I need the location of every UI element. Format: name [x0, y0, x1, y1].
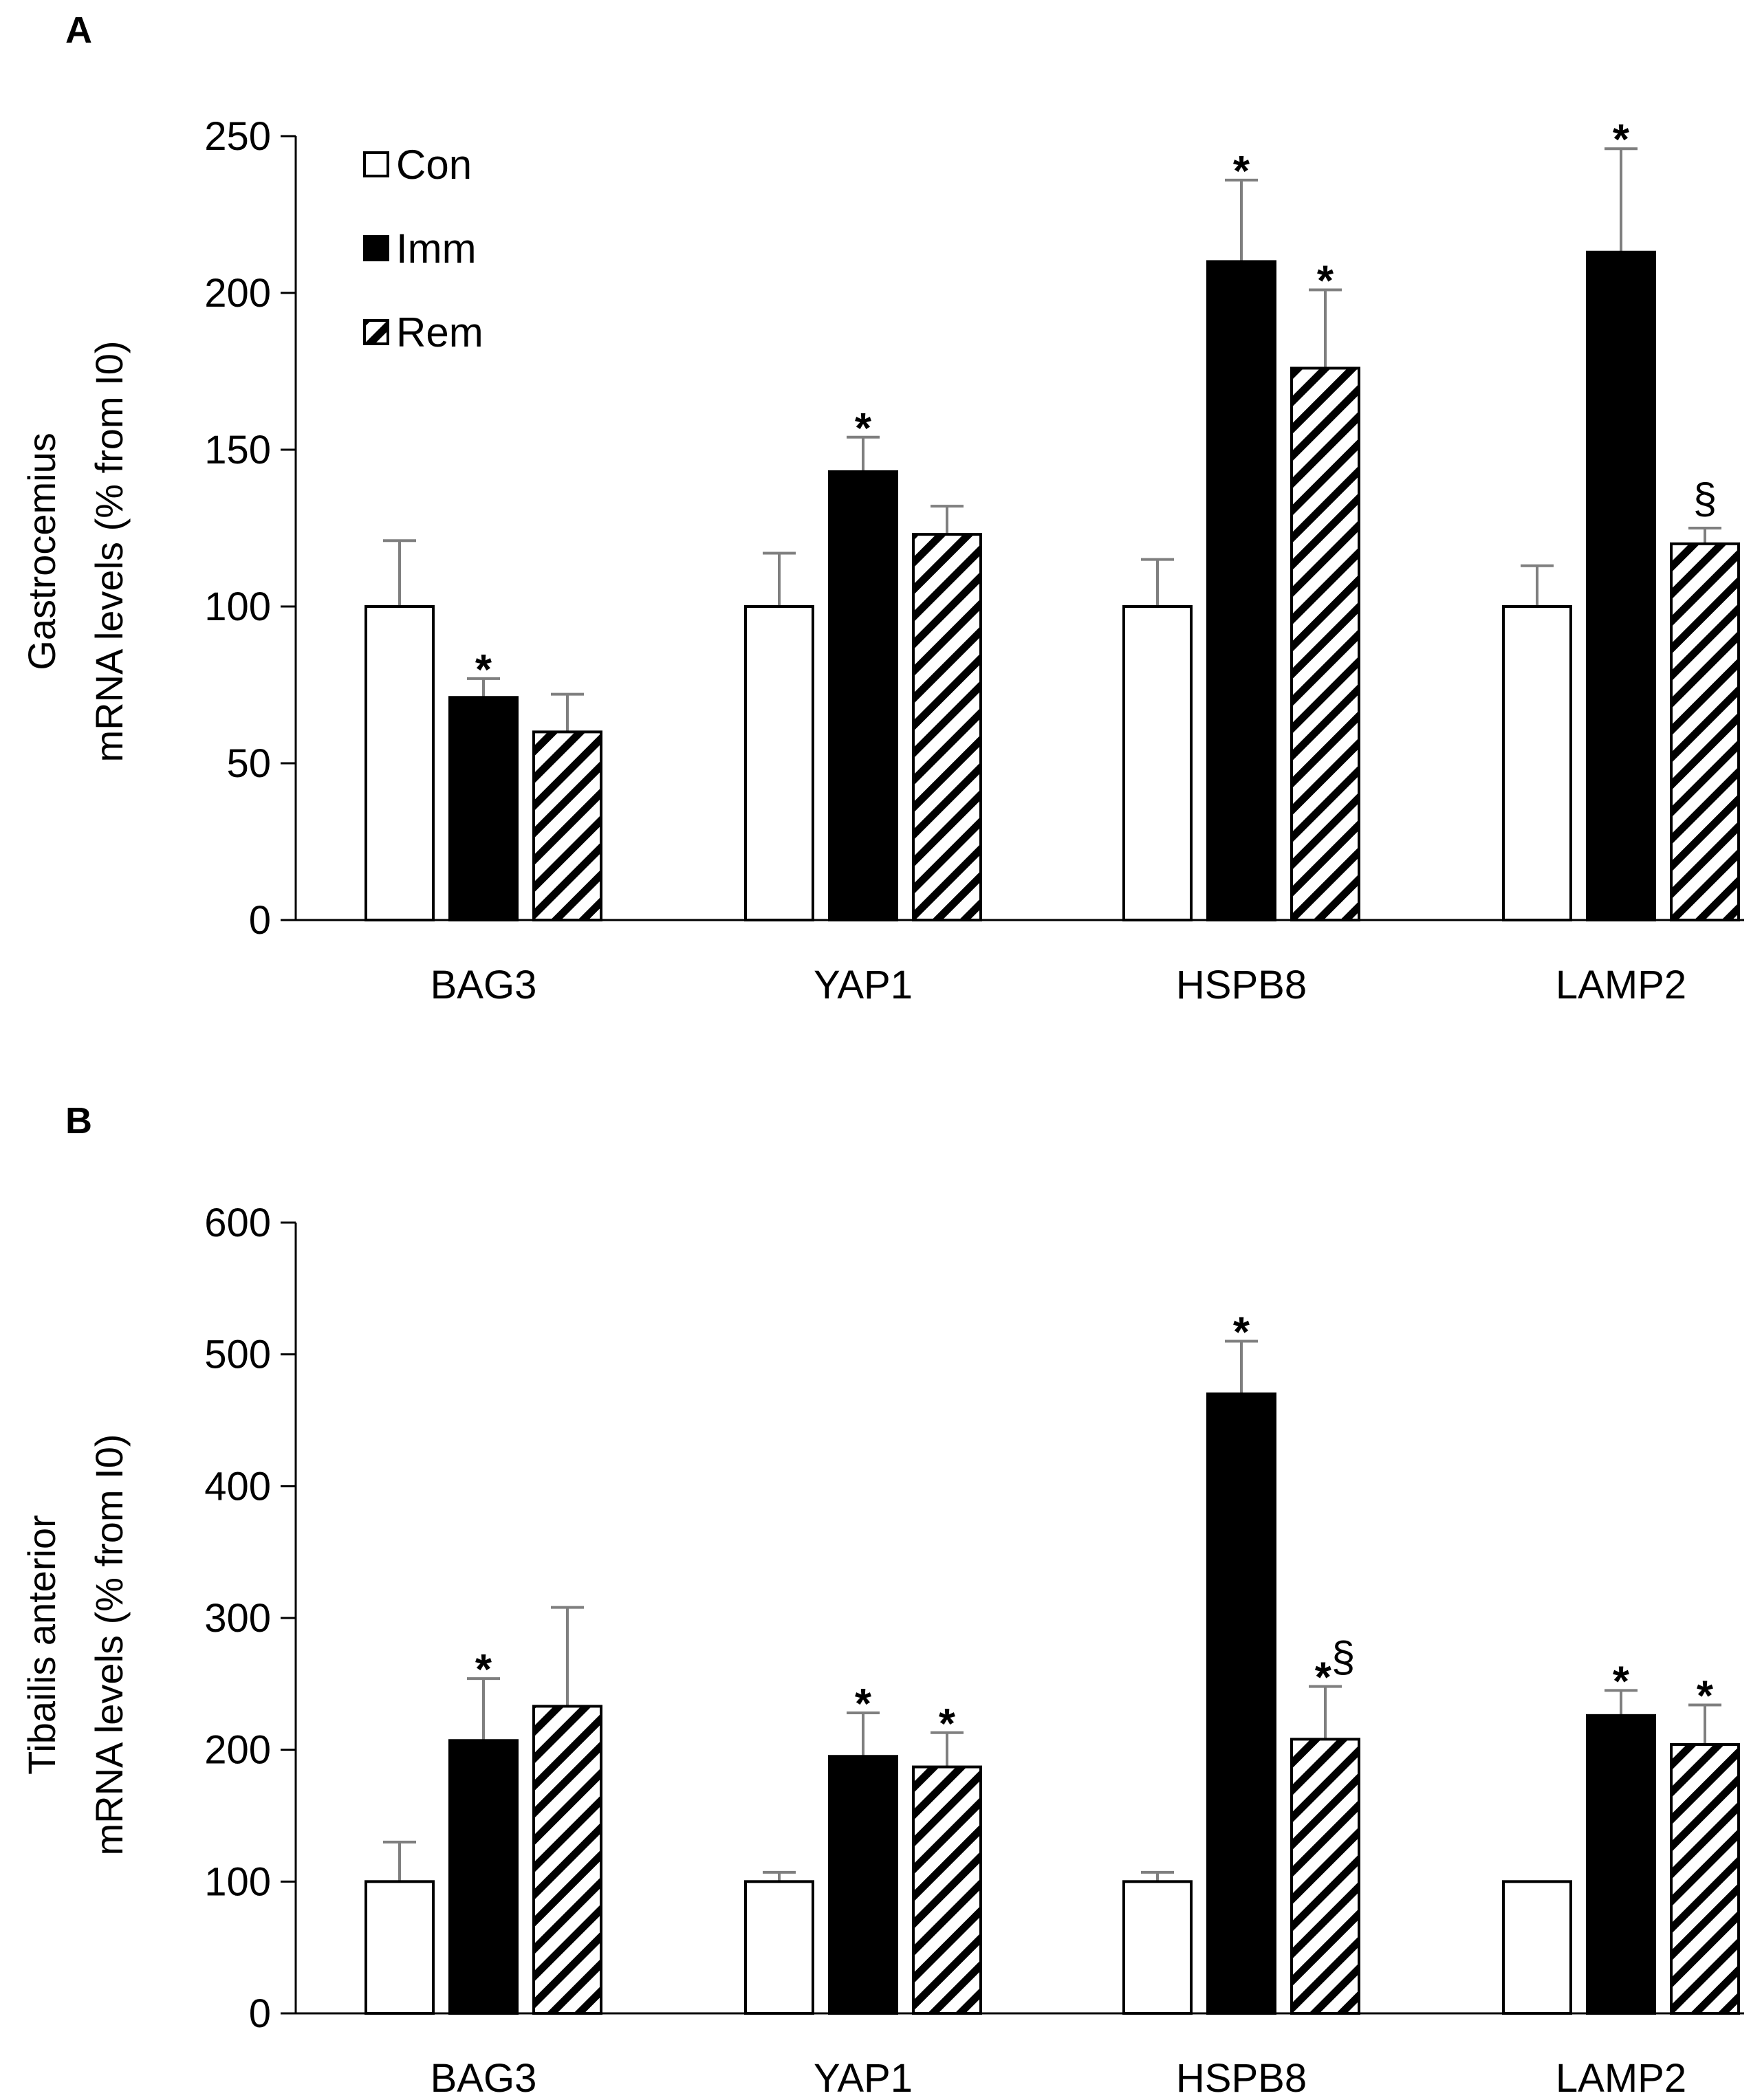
- panel-b-sig-imm-yap1: *: [855, 1681, 872, 1728]
- panel-b-sig-imm-hspb8: *: [1233, 1309, 1250, 1357]
- panel-b-sig-imm-lamp2: *: [1613, 1658, 1630, 1705]
- legend-swatch-rem: [363, 319, 389, 345]
- panel-b-y-tick-label: 200: [204, 1728, 271, 1773]
- panel-b-plot-area: 0 100 200 300 400 500 600 * BAG3 * * YAP1 * *§ HSPB8 * *…: [204, 1201, 1744, 2100]
- panel-a-bar-rem-yap1: [912, 533, 982, 921]
- panel-a-sig-rem-hspb8: *: [1317, 257, 1334, 305]
- panel-a-sig-imm-lamp2: *: [1613, 116, 1630, 164]
- panel-b-y-tick-label: 100: [204, 1859, 271, 1904]
- panel-b-sig-rem-lamp2: *: [1697, 1673, 1714, 1720]
- panel-a-bar-imm-bag3: [448, 696, 519, 921]
- panel-b-chart: B Tibailis anterior mRNA levels (% from …: [20, 1100, 1744, 2100]
- panel-b-bar-rem-lamp2: [1670, 1743, 1740, 2015]
- legend-label-imm: Imm: [396, 226, 477, 272]
- legend-label-rem: Rem: [396, 309, 483, 356]
- legend-swatch-con: [363, 151, 389, 177]
- panel-a-sig-imm-bag3: *: [475, 646, 492, 694]
- panel-b-bar-imm-bag3: [448, 1739, 519, 2015]
- panel-a-bar-imm-lamp2: [1586, 250, 1656, 922]
- panel-b-sig-rem-yap1: *: [939, 1700, 956, 1748]
- panel-a-category-label-bag3: BAG3: [431, 963, 537, 1007]
- panel-a-bar-imm-yap1: [828, 470, 898, 921]
- legend-label-con: Con: [396, 142, 472, 188]
- panel-b-y-tick-label: 600: [204, 1201, 271, 1245]
- panel-b-sig-rem-hspb8: *§: [1315, 1634, 1356, 1702]
- panel-b-y-tick-label: 400: [204, 1464, 271, 1509]
- panel-a-y-tick-label: 200: [204, 271, 271, 316]
- panel-a-sig-imm-yap1: *: [855, 405, 872, 452]
- panel-a-bar-con-yap1: [744, 605, 814, 921]
- panel-b-category-label-hspb8: HSPB8: [1176, 2056, 1307, 2100]
- panel-a-bar-imm-hspb8: [1206, 260, 1276, 921]
- panel-a-bar-rem-lamp2: [1670, 542, 1740, 921]
- panel-b-sig-imm-bag3: *: [475, 1646, 492, 1694]
- panel-b-bar-con-yap1: [744, 1880, 814, 2015]
- panel-b-y-tick-label: 500: [204, 1333, 271, 1377]
- panel-b-bar-con-hspb8: [1122, 1880, 1193, 2015]
- panel-a-sig-rem-lamp2: §: [1693, 475, 1717, 523]
- panel-b-ylabel: Tibailis anterior mRNA levels (% from I0…: [20, 1434, 131, 1856]
- panel-b-category-label-bag3: BAG3: [431, 2056, 537, 2100]
- panel-a-y-tick-label: 0: [249, 898, 271, 943]
- panel-b-letter: B: [65, 1100, 92, 1141]
- panel-a-bar-con-bag3: [365, 605, 435, 921]
- panel-b-y-tick-label: 0: [249, 1991, 271, 2036]
- panel-a-y-tick-label: 150: [204, 428, 271, 472]
- panel-b-bar-imm-lamp2: [1586, 1714, 1656, 2015]
- panel-b-bar-imm-yap1: [828, 1755, 898, 2015]
- panel-b-y-tick-label: 300: [204, 1596, 271, 1641]
- panel-b-category-label-lamp2: LAMP2: [1556, 2056, 1686, 2100]
- panel-b-bar-rem-hspb8: [1290, 1738, 1360, 2015]
- panel-b-bar-rem-bag3: [532, 1705, 602, 2015]
- panel-b-ylabel-line2: mRNA levels (% from I0): [87, 1434, 131, 1856]
- panel-b-bar-con-lamp2: [1502, 1880, 1572, 2015]
- panel-b-bar-imm-hspb8: [1206, 1392, 1276, 2015]
- panel-a-category-label-yap1: YAP1: [814, 963, 913, 1007]
- panel-a-bar-con-lamp2: [1502, 605, 1572, 921]
- panel-b-bar-con-bag3: [365, 1880, 435, 2015]
- panel-a-category-label-hspb8: HSPB8: [1176, 963, 1307, 1007]
- panel-a-bar-rem-hspb8: [1290, 367, 1360, 921]
- legend: Con Imm Rem: [363, 142, 483, 356]
- panel-a-ylabel-line2: mRNA levels (% from I0): [87, 341, 131, 763]
- panel-b-category-label-yap1: YAP1: [814, 2056, 913, 2100]
- panel-a-bar-rem-bag3: [532, 730, 602, 922]
- panel-a-y-tick-label: 100: [204, 584, 271, 629]
- panel-a-chart: A Gastrocemius mRNA levels (% from I0) 0…: [20, 10, 1744, 1007]
- panel-a-sig-imm-hspb8: *: [1233, 148, 1250, 195]
- panel-a-y-tick-label: 250: [204, 114, 271, 159]
- legend-swatch-imm: [363, 235, 389, 261]
- panel-a-ylabel-line1: Gastrocemius: [20, 433, 63, 670]
- panel-a-y-tick-label: 50: [226, 741, 271, 786]
- panel-a-category-label-lamp2: LAMP2: [1556, 963, 1686, 1007]
- panel-a-plot-area: 0 50 100 150 200 250 * BAG3 * YAP1 * * HSPB8 * § LAMP2: [204, 114, 1744, 1007]
- panel-a-bar-con-hspb8: [1122, 605, 1193, 921]
- panel-b-bar-rem-yap1: [912, 1765, 982, 2015]
- panel-a-ylabel: Gastrocemius mRNA levels (% from I0): [20, 341, 131, 763]
- panel-b-ylabel-line1: Tibailis anterior: [20, 1515, 63, 1775]
- panel-a-letter: A: [65, 10, 92, 51]
